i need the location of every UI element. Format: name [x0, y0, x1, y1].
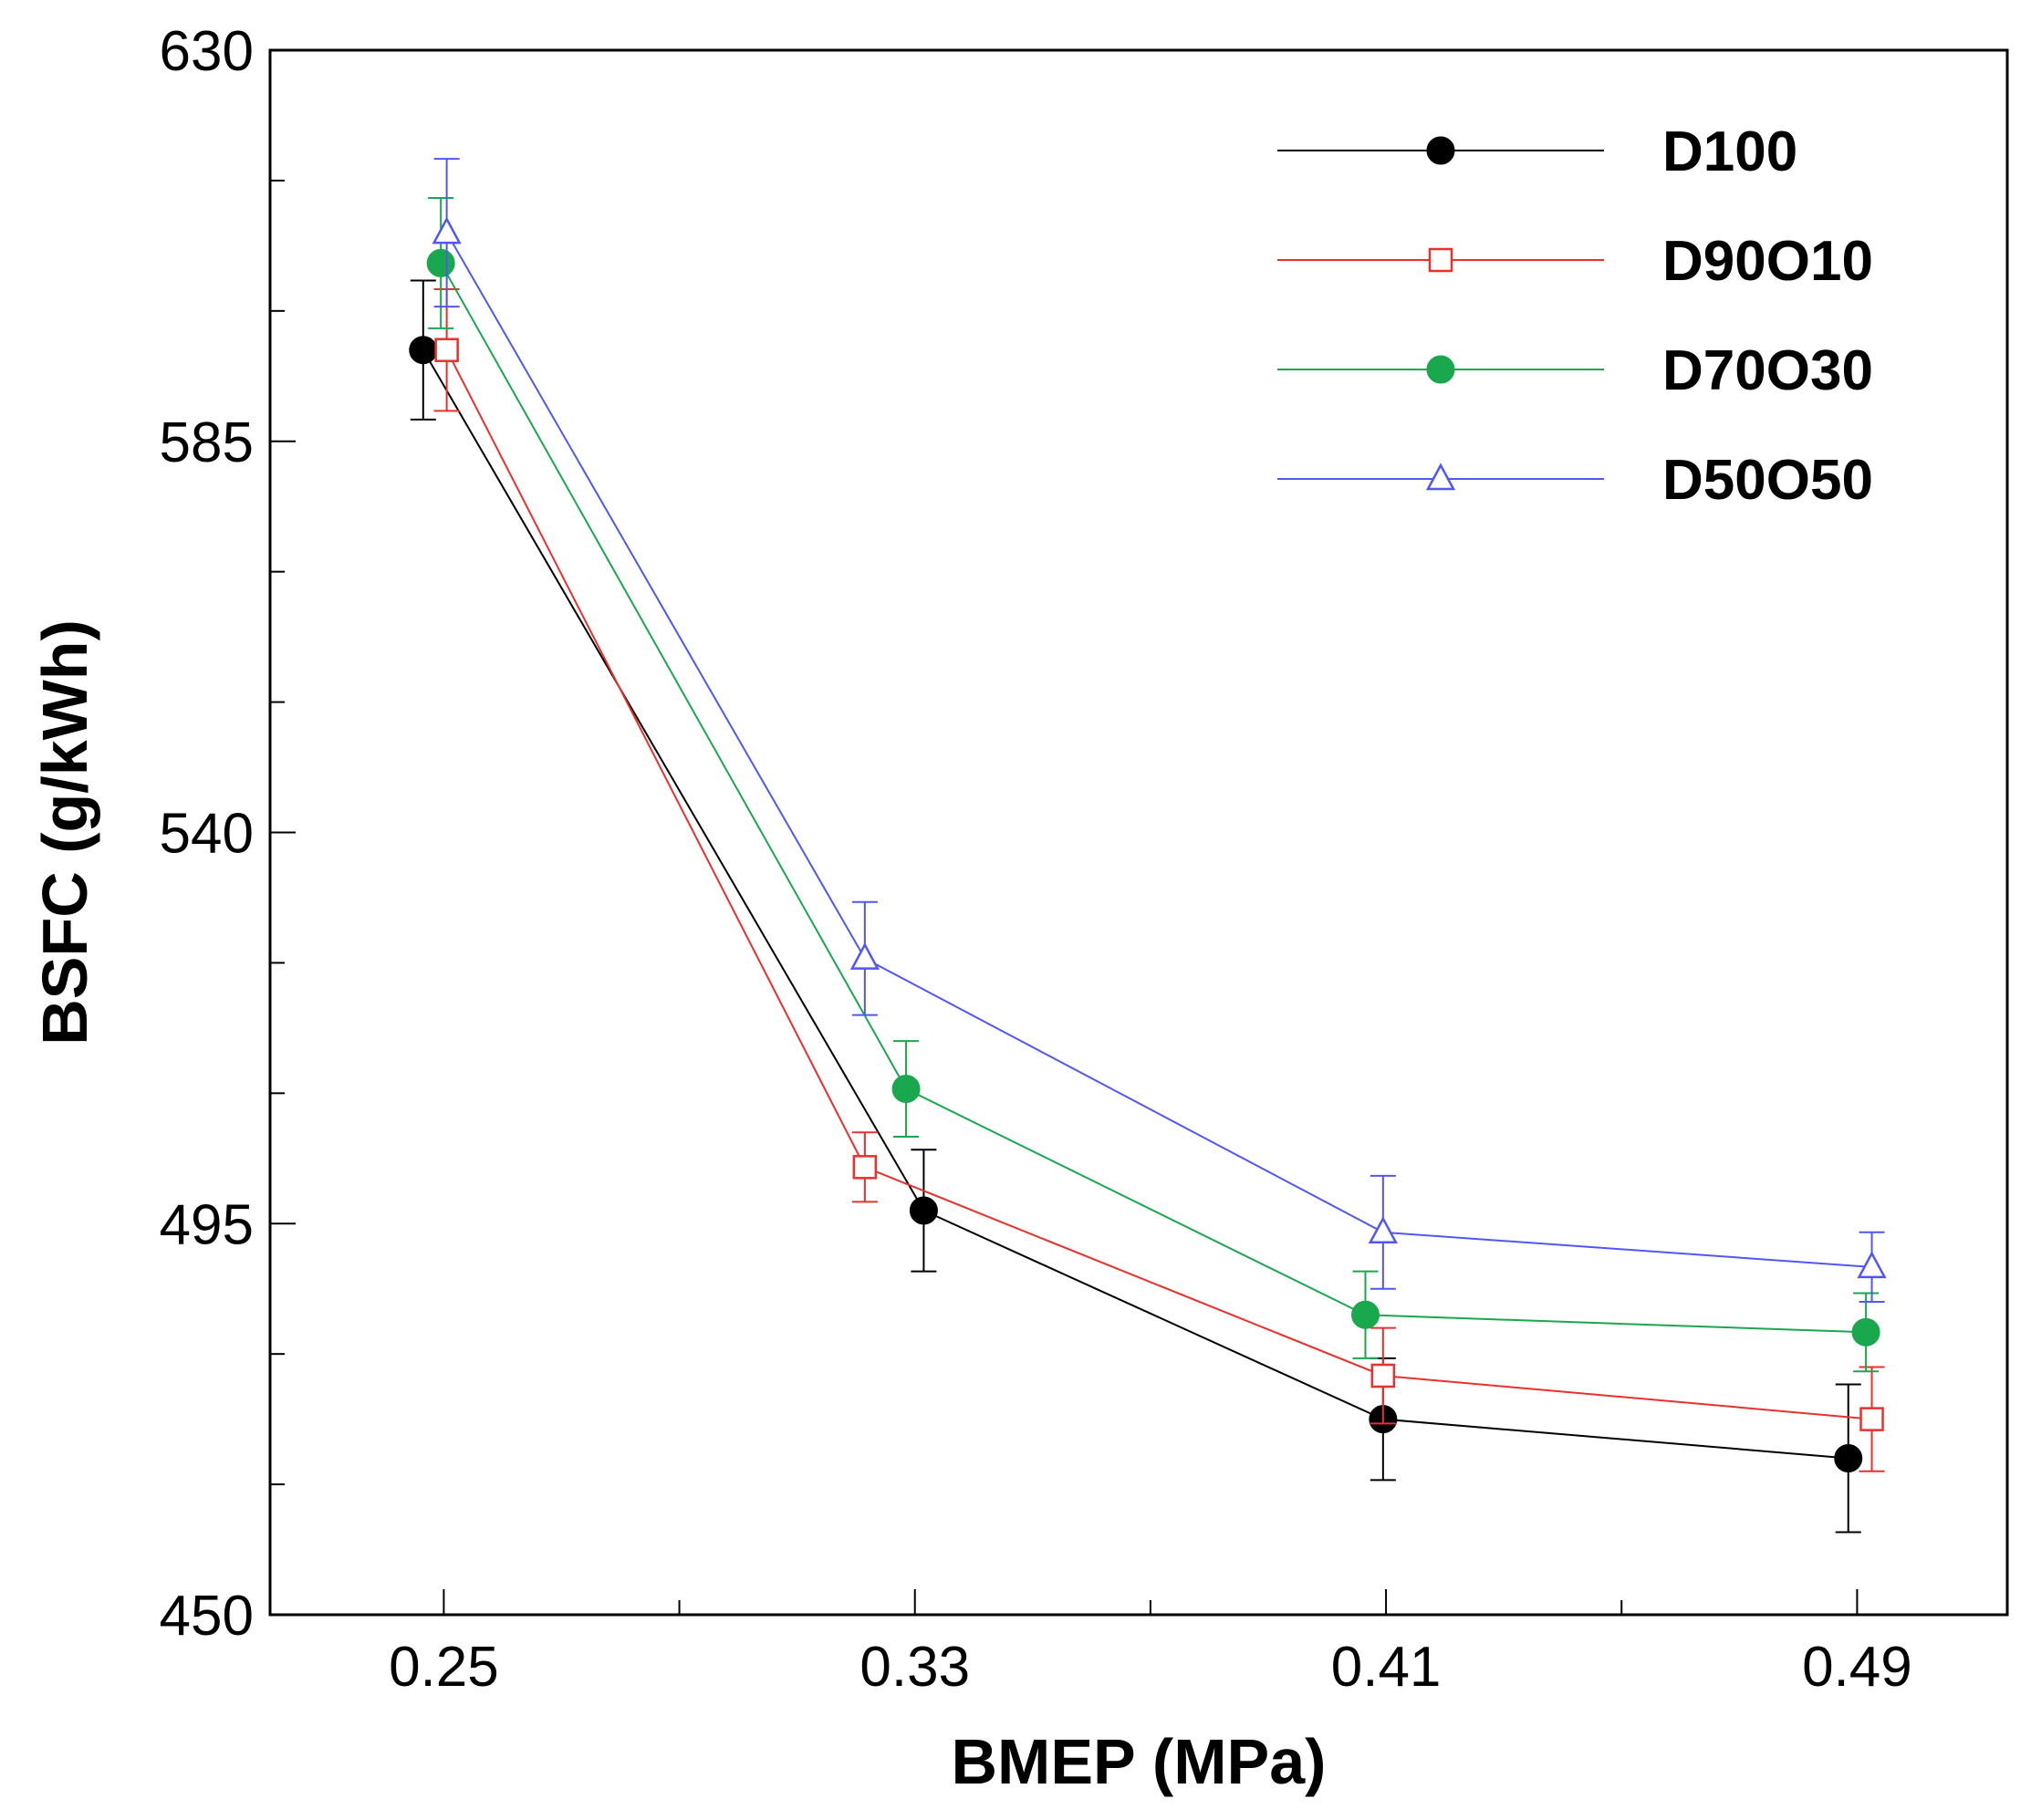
series-line	[445, 232, 1872, 1268]
y-axis-title: BSFC (g/kWh)	[29, 619, 100, 1045]
x-axis-title: BMEP (MPa)	[952, 1726, 1327, 1797]
series-D100	[409, 279, 1863, 1534]
data-point	[409, 336, 438, 365]
y-tick-label: 495	[160, 1193, 254, 1256]
data-point	[1857, 1251, 1887, 1279]
legend-marker	[1426, 355, 1455, 384]
data-point	[891, 1075, 921, 1104]
axes-layer: 450 495 540 585 630 0.25 0.33 0.41 0.49	[160, 20, 1912, 1699]
legend-marker	[1425, 463, 1456, 491]
data-point	[434, 338, 459, 362]
data-point	[432, 216, 462, 244]
plot-frame	[268, 48, 2009, 1617]
legend-label: D90O10	[1662, 230, 1873, 293]
series-line	[440, 262, 1867, 1334]
legend-item: D100	[1277, 120, 1797, 183]
legend-item: D70O30	[1277, 339, 1873, 402]
y-tick-label: 585	[160, 411, 254, 474]
y-tick-label: 630	[160, 20, 254, 83]
y-tick-label: 450	[160, 1585, 254, 1648]
legend-marker	[1428, 247, 1453, 273]
x-tick-label: 0.25	[389, 1636, 499, 1699]
data-point	[1370, 1363, 1396, 1388]
series-D90O10	[433, 288, 1885, 1472]
series-line	[445, 349, 1872, 1420]
data-point	[1368, 1216, 1398, 1244]
legend-label: D50O50	[1662, 449, 1873, 512]
legend-marker	[1426, 136, 1455, 165]
y-tick-label: 540	[160, 803, 254, 866]
data-point	[1851, 1317, 1880, 1347]
x-tick-label: 0.33	[859, 1636, 970, 1699]
legend-label: D100	[1662, 120, 1797, 183]
data-point	[426, 248, 455, 277]
legend-item: D50O50	[1277, 449, 1873, 512]
series-layer	[409, 158, 1887, 1534]
x-tick-label: 0.41	[1331, 1636, 1442, 1699]
data-point	[1834, 1444, 1863, 1472]
series-line	[422, 349, 1849, 1460]
legend-item: D90O10	[1277, 230, 1873, 293]
data-point	[909, 1196, 938, 1225]
legend-label: D70O30	[1662, 339, 1873, 402]
legend: D100 D90O10 D70O30 D50O50	[1277, 120, 1873, 512]
data-point	[1350, 1300, 1380, 1329]
x-tick-label: 0.49	[1802, 1636, 1912, 1699]
series-D70O30	[426, 196, 1880, 1373]
data-point	[852, 1155, 878, 1180]
data-point	[1859, 1407, 1884, 1431]
series-D50O50	[432, 158, 1887, 1303]
data-point	[849, 942, 880, 970]
